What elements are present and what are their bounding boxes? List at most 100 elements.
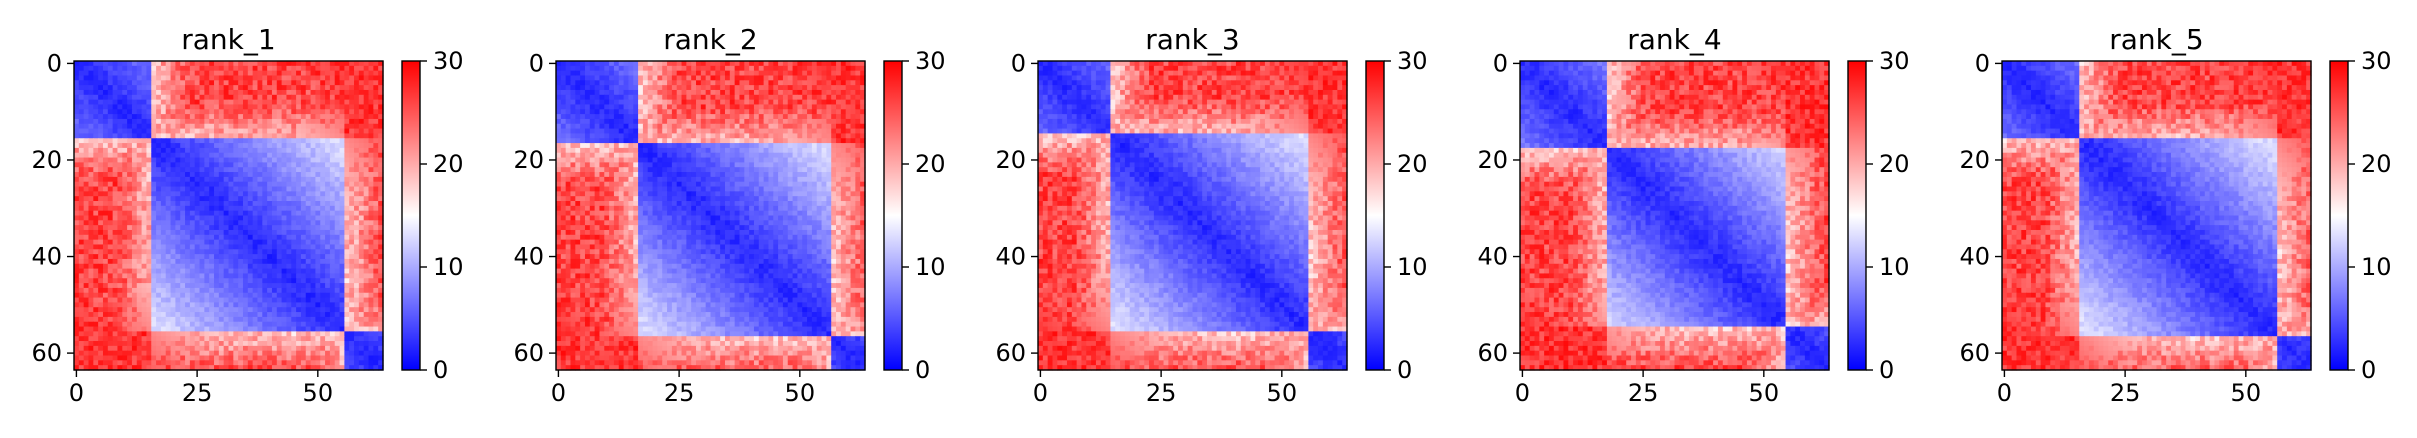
heatmap-cell bbox=[691, 99, 697, 106]
heatmap-cell bbox=[93, 196, 99, 202]
heatmap-cell bbox=[705, 94, 712, 101]
heatmap-cell bbox=[257, 191, 263, 197]
heatmap-cell bbox=[204, 70, 210, 77]
heatmap-cell bbox=[252, 249, 259, 255]
heatmap-cell bbox=[127, 239, 133, 246]
heatmap-cell bbox=[734, 104, 741, 110]
heatmap-cell bbox=[185, 85, 191, 91]
heatmap-cell bbox=[223, 283, 230, 289]
heatmap-cell bbox=[334, 114, 341, 120]
heatmap-cell bbox=[373, 176, 379, 183]
heatmap-cell bbox=[378, 268, 384, 275]
heatmap-cell bbox=[378, 176, 384, 183]
heatmap-cell bbox=[199, 114, 205, 120]
heatmap-cell bbox=[368, 321, 374, 328]
heatmap-cell bbox=[368, 75, 374, 81]
heatmap-cell bbox=[189, 162, 196, 168]
heatmap-cell bbox=[599, 89, 605, 96]
heatmap-cell bbox=[223, 61, 230, 67]
heatmap-cell bbox=[74, 196, 80, 202]
heatmap-cell bbox=[223, 234, 230, 241]
heatmap-cell bbox=[117, 176, 123, 183]
heatmap-cell bbox=[117, 254, 123, 260]
heatmap-cell bbox=[334, 186, 341, 192]
heatmap-cell bbox=[194, 307, 201, 313]
heatmap-cell bbox=[773, 118, 779, 125]
heatmap-cell bbox=[156, 287, 162, 294]
heatmap-cell bbox=[83, 104, 90, 110]
heatmap-cell bbox=[855, 61, 861, 67]
heatmap-cell bbox=[127, 360, 133, 366]
heatmap-cell bbox=[93, 167, 99, 173]
heatmap-cell bbox=[189, 181, 196, 188]
heatmap-cell bbox=[358, 186, 365, 192]
plot-frame bbox=[73, 60, 384, 371]
heatmap-cell bbox=[141, 85, 148, 91]
heatmap-cell bbox=[271, 307, 278, 313]
heatmap-cell bbox=[185, 365, 191, 371]
heatmap-cell bbox=[151, 355, 157, 361]
heatmap-cell bbox=[185, 215, 191, 221]
heatmap-cell bbox=[112, 157, 119, 163]
heatmap-cell bbox=[156, 249, 162, 255]
heatmap-cell bbox=[194, 143, 201, 149]
heatmap-cell bbox=[170, 254, 176, 260]
heatmap-cell bbox=[560, 109, 567, 115]
heatmap-cell bbox=[83, 297, 90, 304]
heatmap-cell bbox=[296, 254, 302, 260]
heatmap-cell bbox=[74, 355, 80, 361]
heatmap-cell bbox=[628, 65, 634, 72]
heatmap-cell bbox=[238, 249, 244, 255]
heatmap-cell bbox=[170, 307, 176, 313]
heatmap-cell bbox=[88, 273, 94, 279]
heatmap-cell bbox=[117, 75, 123, 81]
heatmap-cell bbox=[691, 61, 697, 67]
heatmap-cell bbox=[744, 104, 750, 110]
heatmap-cell bbox=[296, 263, 302, 270]
heatmap-cell bbox=[286, 172, 292, 178]
heatmap-cell bbox=[271, 239, 278, 246]
heatmap-cell bbox=[773, 61, 779, 67]
heatmap-cell bbox=[802, 61, 808, 67]
heatmap-cell bbox=[720, 94, 726, 101]
heatmap-cell bbox=[267, 287, 273, 294]
heatmap-cell bbox=[363, 138, 370, 144]
heatmap-cell bbox=[339, 104, 345, 110]
heatmap-cell bbox=[344, 350, 350, 357]
heatmap-cell bbox=[122, 350, 128, 357]
heatmap-cell bbox=[98, 215, 104, 221]
heatmap-cell bbox=[836, 104, 842, 110]
heatmap-cell bbox=[368, 258, 374, 265]
heatmap-cell bbox=[214, 336, 220, 342]
heatmap-cell bbox=[247, 201, 254, 207]
heatmap-cell bbox=[797, 85, 803, 91]
heatmap-cell bbox=[228, 355, 234, 361]
heatmap-cell bbox=[271, 244, 278, 250]
heatmap-cell bbox=[368, 331, 374, 337]
heatmap-cell bbox=[102, 273, 109, 279]
heatmap-cell bbox=[281, 104, 288, 110]
heatmap-cell bbox=[160, 336, 167, 342]
heatmap-cell bbox=[271, 341, 278, 347]
heatmap-cell bbox=[354, 360, 360, 366]
heatmap-cell bbox=[271, 316, 278, 323]
heatmap-cell bbox=[831, 80, 837, 86]
heatmap-cell bbox=[209, 176, 215, 183]
heatmap-cell bbox=[349, 331, 355, 337]
heatmap-cell bbox=[156, 273, 162, 279]
heatmap-cell bbox=[156, 104, 162, 110]
heatmap-cell bbox=[238, 263, 244, 270]
heatmap-cell bbox=[218, 331, 225, 337]
heatmap-cell bbox=[160, 210, 167, 217]
heatmap-cell bbox=[93, 239, 99, 246]
heatmap-cell bbox=[354, 341, 360, 347]
heatmap-cell bbox=[131, 191, 138, 197]
heatmap-cell bbox=[98, 181, 104, 188]
heatmap-cell bbox=[238, 350, 244, 357]
heatmap-cell bbox=[291, 249, 297, 255]
heatmap-cell bbox=[710, 89, 716, 96]
heatmap-cell bbox=[373, 268, 379, 275]
heatmap-cell bbox=[325, 355, 331, 361]
heatmap-cell bbox=[363, 326, 370, 332]
heatmap-cell bbox=[715, 89, 721, 96]
